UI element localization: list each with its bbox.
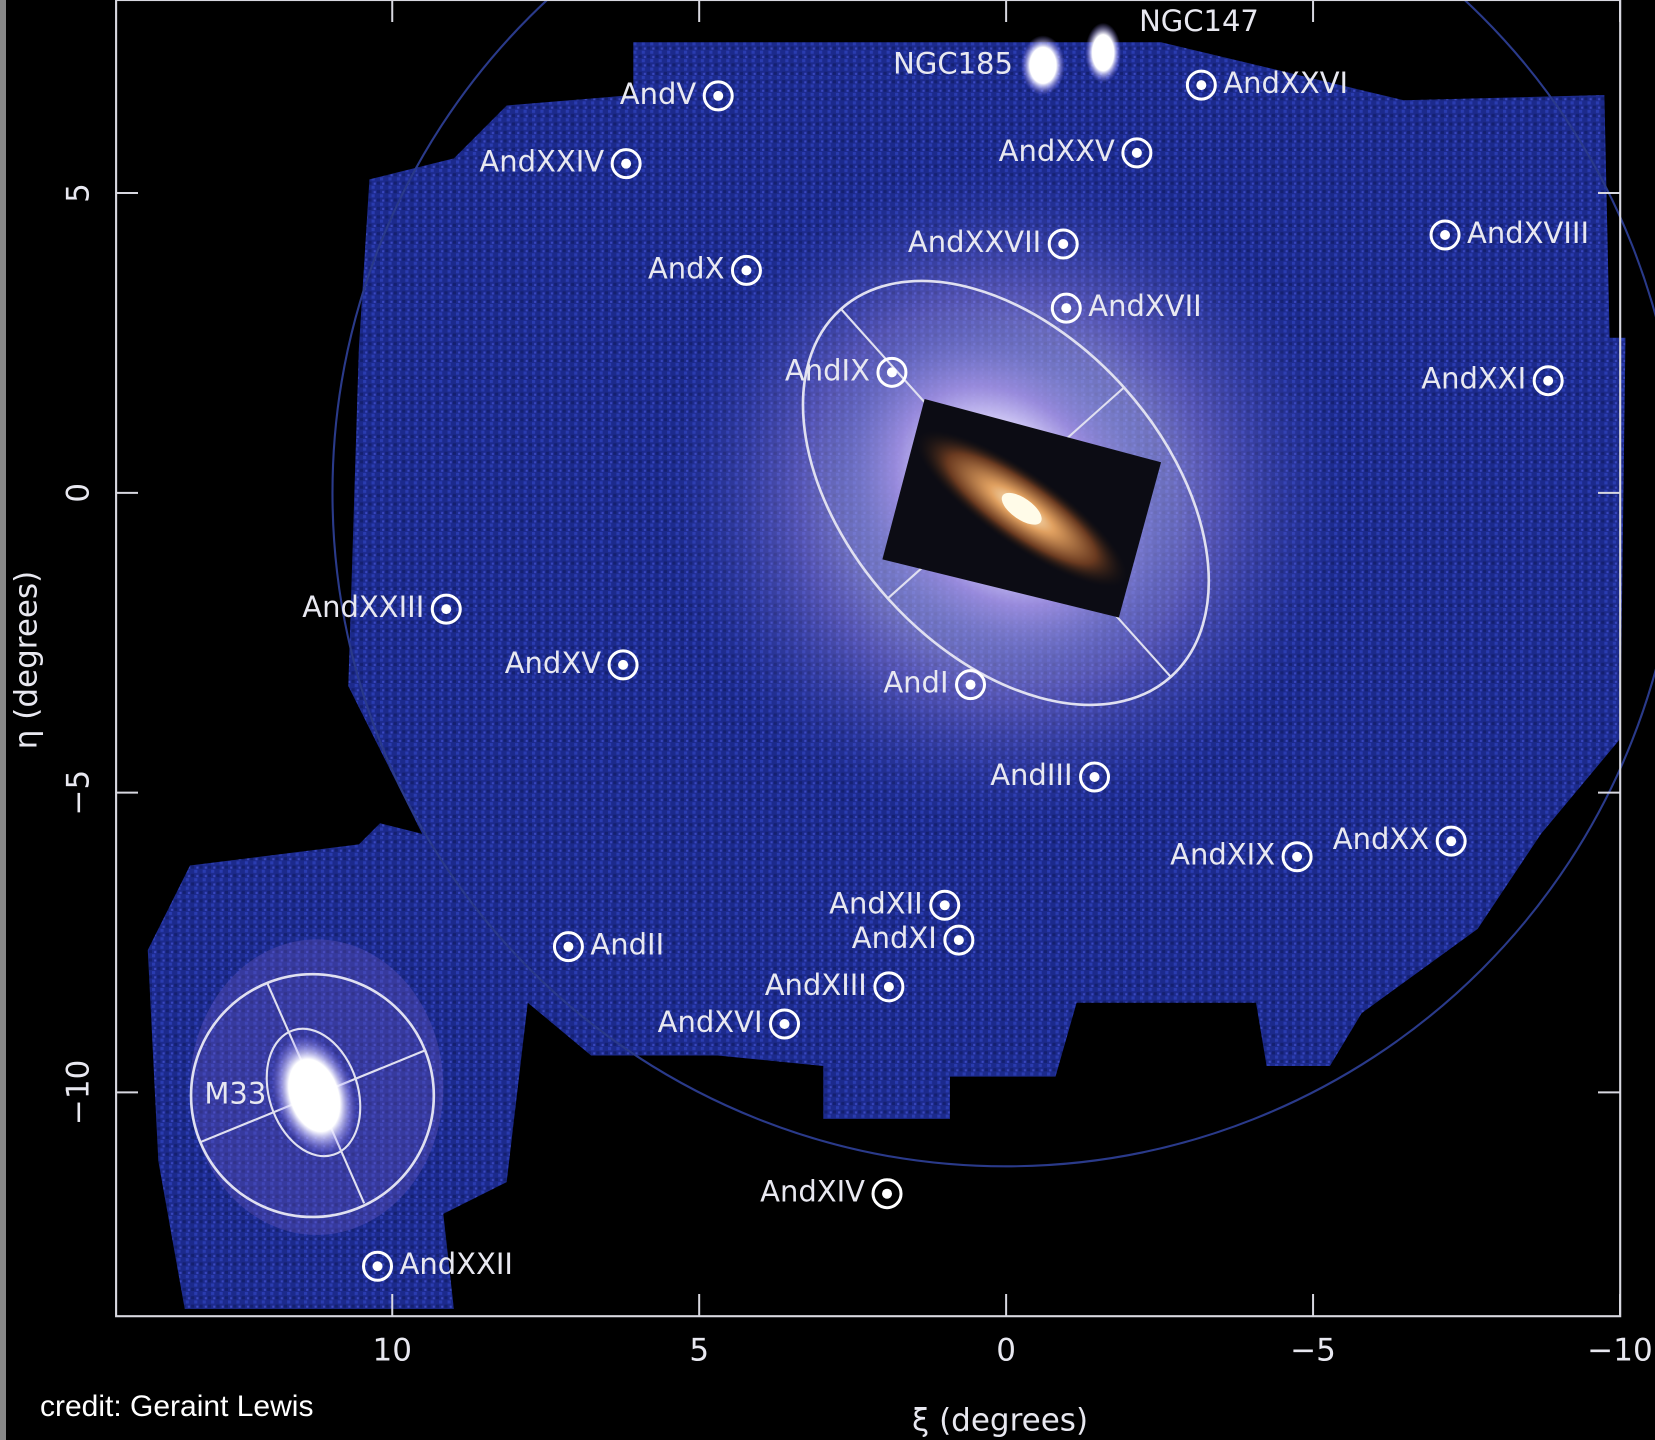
point-label: AndXXI xyxy=(1421,362,1526,396)
point-label: AndXXIV xyxy=(479,145,604,179)
m31-photo-core xyxy=(1001,492,1042,525)
satellite-marker xyxy=(1121,137,1153,169)
satellite-core xyxy=(1061,303,1072,314)
satellite-core xyxy=(1131,147,1142,158)
satellite-core xyxy=(1543,375,1554,386)
satellite-marker xyxy=(730,254,762,286)
satellite-marker xyxy=(1050,292,1082,324)
point-label: AndXXVII xyxy=(908,225,1041,259)
satellite-core xyxy=(779,1019,790,1030)
satellite-core xyxy=(618,659,629,670)
satellite-core xyxy=(886,367,897,378)
x-tick-label: 0 xyxy=(996,1333,1016,1369)
x-tick-label: 10 xyxy=(373,1333,412,1369)
point-label: AndXXII xyxy=(400,1247,513,1281)
satellite-marker xyxy=(1047,228,1079,260)
point-label: AndIII xyxy=(990,758,1072,792)
satellite-core xyxy=(965,679,976,690)
point-label: AndXIX xyxy=(1170,838,1275,872)
galaxy-blob xyxy=(1020,35,1065,96)
satellite-core xyxy=(1446,836,1457,847)
point-label: AndXI xyxy=(852,921,937,955)
point-label: M33 xyxy=(204,1076,266,1110)
y-tick-label: 0 xyxy=(61,483,97,503)
satellite-marker xyxy=(873,971,905,1003)
point-label: AndI xyxy=(883,666,948,700)
satellite-core xyxy=(621,158,632,169)
satellite-marker xyxy=(1532,365,1564,397)
satellite-marker xyxy=(552,931,584,963)
point-label: AndXV xyxy=(505,646,601,680)
halo-circle xyxy=(331,0,1655,1168)
satellite-marker xyxy=(943,924,975,956)
satellite-core xyxy=(1058,239,1069,250)
satellite-marker xyxy=(1281,841,1313,873)
satellite-marker xyxy=(769,1008,801,1040)
satellite-marker xyxy=(607,649,639,681)
x-tick-label: 5 xyxy=(689,1333,709,1369)
credit: credit: Geraint Lewis xyxy=(40,1390,313,1423)
satellite-core xyxy=(713,90,724,101)
point-label: AndX xyxy=(648,251,725,285)
satellite-core xyxy=(883,981,894,992)
point-label: AndXVIII xyxy=(1467,216,1589,250)
m33-inner-ellipse xyxy=(265,1027,362,1158)
point-label: AndXIV xyxy=(760,1175,865,1209)
satellite-core xyxy=(1196,80,1207,91)
point-label: AndIX xyxy=(785,353,870,387)
satellite-core xyxy=(1089,772,1100,783)
satellite-core xyxy=(1440,230,1451,241)
m33-circle xyxy=(189,972,436,1219)
point-label: AndXVI xyxy=(658,1005,763,1039)
x-tick-label: −5 xyxy=(1290,1333,1336,1369)
point-label: AndV xyxy=(620,77,697,111)
satellite-marker xyxy=(1079,761,1111,793)
point-label: AndXXV xyxy=(999,134,1115,168)
point-label: AndXX xyxy=(1333,822,1429,856)
galaxy-blob xyxy=(271,1035,357,1156)
point-label: AndXXVI xyxy=(1223,66,1348,100)
satellite-marker xyxy=(362,1250,394,1282)
y-axis-label: η (degrees) xyxy=(9,571,45,749)
satellite-core xyxy=(1292,851,1303,862)
point-label: AndXIII xyxy=(765,968,867,1002)
x-tick-label: −10 xyxy=(1587,1333,1652,1369)
y-tick-label: −10 xyxy=(61,1060,97,1125)
satellite-marker xyxy=(876,356,908,388)
satellite-core xyxy=(441,604,452,615)
satellite-marker xyxy=(430,593,462,625)
plot-frame xyxy=(115,0,1622,1318)
point-label: AndXII xyxy=(829,886,923,920)
satellite-marker xyxy=(1185,69,1217,101)
galaxy-blob xyxy=(1085,22,1122,83)
x-axis-label: ξ (degrees) xyxy=(912,1403,1088,1439)
satellite-marker xyxy=(702,80,734,112)
point-label: AndXXIII xyxy=(302,590,424,624)
satellite-marker xyxy=(871,1178,903,1210)
satellite-marker xyxy=(1435,825,1467,857)
satellite-core xyxy=(563,941,574,952)
satellite-core xyxy=(953,935,964,946)
satellite-core xyxy=(939,900,950,911)
satellite-core xyxy=(882,1188,893,1199)
satellite-marker xyxy=(610,148,642,180)
point-label: AndII xyxy=(590,928,664,962)
y-tick-label: −5 xyxy=(61,770,97,816)
satellite-marker xyxy=(1429,219,1461,251)
point-label: AndXVII xyxy=(1088,289,1201,323)
y-tick-label: 5 xyxy=(61,183,97,203)
satellite-marker xyxy=(955,669,987,701)
satellite-core xyxy=(741,265,752,276)
satellite-core xyxy=(372,1261,383,1272)
edge-strip xyxy=(0,0,6,1440)
point-label: NGC147 xyxy=(1139,4,1259,38)
satellite-marker xyxy=(929,889,961,921)
point-label: NGC185 xyxy=(893,46,1013,80)
